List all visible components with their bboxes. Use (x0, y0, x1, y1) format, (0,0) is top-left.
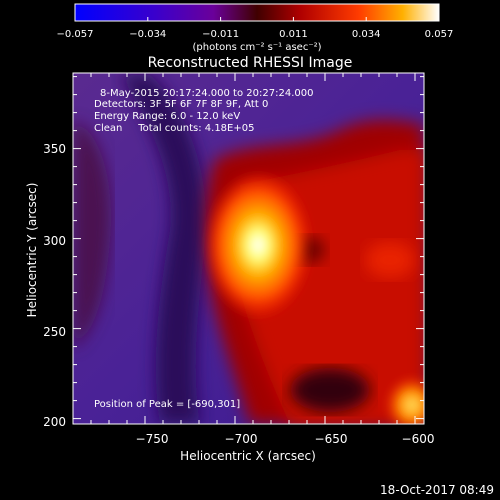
info-time-range: 8-May-2015 20:17:24.000 to 20:27:24.000 (100, 88, 313, 99)
peak-position-label: Position of Peak = [-690,301] (94, 399, 240, 410)
x-tick-label: −750 (136, 432, 169, 446)
info-detectors: Detectors: 3F 5F 6F 7F 8F 9F, Att 0 (94, 99, 268, 110)
colorbar-ticks: −0.057 −0.034 −0.011 0.011 0.034 0.057 (56, 17, 453, 40)
colorbar-tick-label: −0.011 (202, 29, 239, 40)
x-tick-label: −650 (315, 432, 348, 446)
colorbar-tick-label: −0.057 (56, 29, 93, 40)
y-tick-label: 200 (43, 415, 66, 429)
y-tick-label: 250 (43, 325, 66, 339)
x-tick-label: −600 (402, 432, 435, 446)
y-tick-label: 300 (43, 234, 66, 248)
heatmap-image (73, 73, 424, 424)
x-tick-label: −700 (225, 432, 258, 446)
colorbar: −0.057 −0.034 −0.011 0.011 0.034 0.057 (photo… (56, 3, 453, 53)
y-tick-label: 350 (43, 142, 66, 156)
plot-title: Reconstructed RHESSI Image (148, 55, 353, 71)
colorbar-gradient (74, 3, 440, 22)
colorbar-tick-label: 0.034 (352, 29, 381, 40)
colorbar-tick-label: 0.011 (279, 29, 308, 40)
info-block: 8-May-2015 20:17:24.000 to 20:27:24.000 … (94, 88, 313, 134)
colorbar-tick-label: −0.034 (129, 29, 166, 40)
info-clean-counts: Clean Total counts: 4.18E+05 (94, 123, 254, 134)
axis-ticks (72, 73, 424, 424)
info-energy-range: Energy Range: 6.0 - 12.0 keV (94, 111, 240, 122)
plot-frame (72, 72, 425, 425)
colorbar-unit-label: (photons cm⁻² s⁻¹ asec⁻²) (192, 42, 321, 53)
y-axis-label: Heliocentric Y (arcsec) (25, 183, 39, 318)
colorbar-tick-label: 0.057 (425, 29, 454, 40)
footer-timestamp: 18-Oct-2017 08:49 (380, 483, 494, 497)
x-axis-label: Heliocentric X (arcsec) (180, 449, 316, 463)
